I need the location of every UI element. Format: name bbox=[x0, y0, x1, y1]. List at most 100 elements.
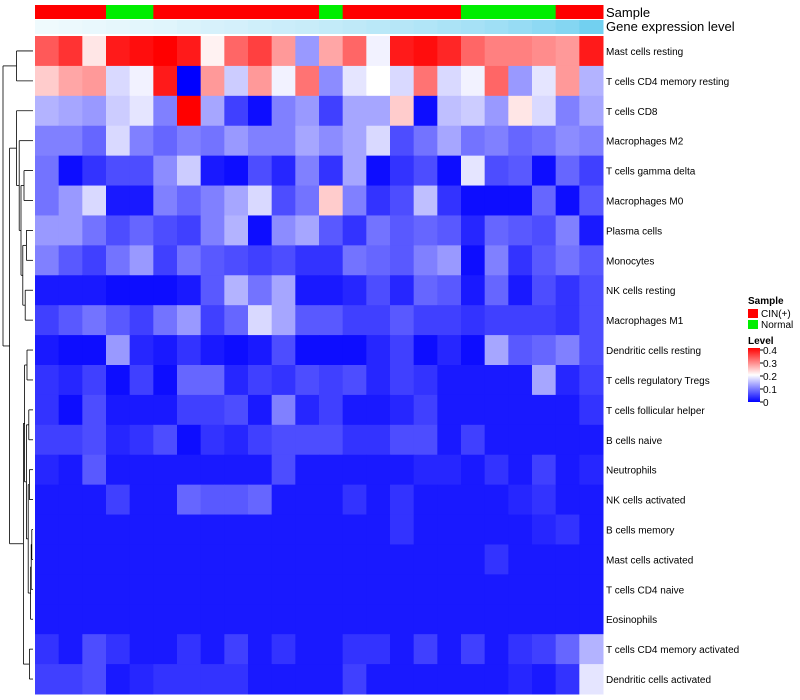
heatmap-cell bbox=[35, 454, 60, 486]
heatmap-cell bbox=[271, 424, 296, 456]
heatmap-cell bbox=[390, 604, 415, 635]
heatmap-cell bbox=[177, 394, 202, 426]
heatmap-cell bbox=[295, 424, 320, 456]
heatmap-cell bbox=[461, 185, 486, 216]
heatmap-cell bbox=[579, 664, 604, 695]
heatmap-cell bbox=[390, 394, 415, 426]
heatmap-cell bbox=[271, 454, 296, 486]
heatmap-cell bbox=[319, 335, 344, 366]
heatmap-cell bbox=[248, 574, 273, 605]
heatmap-cell bbox=[200, 424, 225, 456]
heatmap-cell bbox=[579, 394, 604, 426]
heatmap-cell bbox=[508, 424, 533, 456]
heatmap-cell bbox=[224, 155, 249, 187]
heatmap-cell bbox=[532, 215, 557, 246]
heatmap-cell bbox=[319, 634, 344, 665]
heatmap-cell bbox=[437, 394, 462, 426]
heatmap-cell bbox=[532, 185, 557, 216]
heatmap-cell bbox=[153, 484, 178, 516]
heatmap-cell bbox=[342, 574, 367, 605]
heatmap-cell bbox=[200, 604, 225, 635]
heatmap-cell bbox=[532, 335, 557, 366]
heatmap-cell bbox=[555, 95, 580, 127]
heatmap-cell bbox=[106, 65, 131, 97]
heatmap-cell bbox=[413, 36, 438, 67]
heatmap-cell bbox=[58, 634, 83, 665]
heatmap-cell bbox=[484, 305, 509, 336]
heatmap-cell bbox=[579, 245, 604, 276]
heatmap-cell bbox=[295, 305, 320, 336]
heatmap-cell bbox=[413, 155, 438, 187]
gene-level-annotation-cell bbox=[248, 20, 273, 34]
heatmap-cell bbox=[248, 484, 273, 516]
heatmap-cell bbox=[555, 394, 580, 426]
heatmap-cell bbox=[248, 65, 273, 97]
heatmap-cell bbox=[200, 305, 225, 336]
gene-level-annotation-cell bbox=[319, 20, 344, 34]
heatmap-cell bbox=[129, 36, 154, 67]
heatmap-cell bbox=[106, 454, 131, 486]
heatmap-cell bbox=[366, 275, 391, 306]
heatmap-cell bbox=[437, 95, 462, 127]
row-label: Dendritic cells activated bbox=[606, 675, 711, 686]
gene-level-annotation-cell bbox=[129, 20, 154, 34]
heatmap-cell bbox=[224, 664, 249, 695]
heatmap-cell bbox=[82, 365, 107, 396]
heatmap-cell bbox=[366, 544, 391, 575]
heatmap-cell bbox=[555, 514, 580, 545]
sample-annotation-cell bbox=[437, 5, 462, 19]
heatmap-cell bbox=[82, 95, 107, 127]
heatmap-cell bbox=[366, 394, 391, 426]
heatmap-cell bbox=[484, 664, 509, 695]
heatmap-cell bbox=[366, 95, 391, 127]
heatmap-cell bbox=[461, 634, 486, 665]
heatmap-cell bbox=[532, 155, 557, 187]
heatmap-cell bbox=[532, 574, 557, 605]
heatmap-cell bbox=[508, 155, 533, 187]
heatmap-cell bbox=[342, 634, 367, 665]
heatmap-cell bbox=[248, 215, 273, 246]
heatmap-cell bbox=[271, 275, 296, 306]
heatmap-cell bbox=[579, 634, 604, 665]
heatmap-cell bbox=[106, 335, 131, 366]
heatmap-cell bbox=[555, 335, 580, 366]
heatmap-cell bbox=[35, 604, 60, 635]
heatmap-cell bbox=[200, 664, 225, 695]
heatmap-cell bbox=[366, 664, 391, 695]
heatmap-cell bbox=[271, 215, 296, 246]
heatmap-cell bbox=[153, 514, 178, 545]
heatmap-cell bbox=[555, 245, 580, 276]
heatmap-cell bbox=[177, 544, 202, 575]
sample-annotation-cell bbox=[413, 5, 438, 19]
heatmap-cell bbox=[579, 275, 604, 306]
heatmap-cell bbox=[271, 365, 296, 396]
heatmap-cell bbox=[461, 544, 486, 575]
heatmap-cell bbox=[461, 424, 486, 456]
heatmap-cell bbox=[248, 514, 273, 545]
heatmap-cell bbox=[58, 484, 83, 516]
heatmap-cell bbox=[248, 365, 273, 396]
heatmap-cell bbox=[555, 454, 580, 486]
heatmap-cell bbox=[129, 335, 154, 366]
sample-annotation-cell bbox=[106, 5, 131, 19]
heatmap-cell bbox=[129, 544, 154, 575]
heatmap-cell bbox=[484, 544, 509, 575]
gene-level-annotation-cell bbox=[390, 20, 415, 34]
heatmap-cell bbox=[129, 185, 154, 216]
heatmap-cell bbox=[555, 155, 580, 187]
heatmap-cell bbox=[484, 514, 509, 545]
heatmap-cell bbox=[35, 544, 60, 575]
heatmap-cell bbox=[177, 65, 202, 97]
heatmap-cell bbox=[58, 514, 83, 545]
sample-annotation-cell bbox=[342, 5, 367, 19]
heatmap-cell bbox=[319, 65, 344, 97]
heatmap-cell bbox=[129, 305, 154, 336]
heatmap-cell bbox=[413, 604, 438, 635]
sample-annotation-cell bbox=[579, 5, 604, 19]
heatmap-cell bbox=[58, 155, 83, 187]
heatmap-cell bbox=[508, 275, 533, 306]
heatmap-cell bbox=[200, 335, 225, 366]
heatmap-cell bbox=[58, 36, 83, 67]
heatmap-cell bbox=[153, 365, 178, 396]
heatmap-cell bbox=[532, 634, 557, 665]
